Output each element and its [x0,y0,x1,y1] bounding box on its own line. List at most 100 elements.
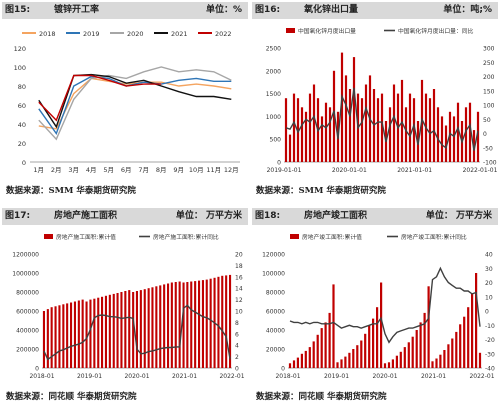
y-right-tick-label: 6 [235,331,239,338]
bar [124,291,127,368]
bar [143,289,146,368]
bar [132,292,135,368]
bar [463,316,466,368]
bar [448,111,452,162]
figure-unit: 单位： 万平方米 [425,211,492,221]
bar [439,354,442,368]
y-left-tick-label: 400000 [16,328,39,335]
bar [312,84,316,162]
bar [356,345,359,368]
x-tick-label: 6月 [121,166,132,174]
bar [435,358,438,368]
x-tick-label: 2018-01 [275,373,300,380]
y-tick-label: 60 [18,102,26,110]
bar [432,89,436,162]
series-line [38,74,162,122]
bar [292,93,296,162]
bar [182,282,185,368]
x-tick-label: 7月 [138,166,149,174]
bar [308,93,312,162]
y-right-tick-label: 250 [483,60,495,67]
figure-title: 氧化锌出口量 [304,5,359,15]
x-tick-label: 9月 [173,166,184,174]
bar [475,273,478,368]
y-right-tick-label: 20 [235,252,243,259]
y-left-tick-label: 40000 [266,328,285,335]
y-tick-label: 120 [14,45,26,53]
bar [85,301,88,368]
bar [316,334,319,369]
y-right-tick-label: 2 [235,354,239,361]
legend-label: 2018 [39,30,56,38]
figure-18-panel: 图18: 房地产竣工面积 单位： 万平方米 0 20000 40000 60000 80… [250,206,500,411]
bar [104,295,107,368]
figure-source: 数据来源：SMM 华泰期货研究院 [6,186,136,196]
y-right-tick-label: 40 [485,252,493,259]
figure-number: 图18: [255,211,281,221]
x-tick-label: 2021-01-01 [397,167,432,174]
bar [436,107,440,162]
bar [404,107,408,162]
y-right-tick-label: 12 [235,297,243,304]
bar [399,351,402,368]
bar [387,362,391,368]
bar [412,98,416,162]
y-right-tick-label: -50 [483,145,493,152]
figure-16-panel: 图16: 氧化锌出口量 单位：吨;% 0 500 1000 1500 2000 2500-… [250,0,500,205]
x-tick-label: 2022-01 [219,373,244,380]
bar [444,125,448,162]
x-tick-label: 3月 [68,166,79,174]
bar [300,107,304,162]
bar [428,98,432,162]
y-right-tick-label: -40 [485,366,495,373]
x-tick-label: 2019-01 [77,373,102,380]
y-left-tick-label: 500 [270,137,282,144]
figure-title: 房地产施工面积 [54,211,118,221]
bar [320,328,323,368]
bar [452,116,456,162]
figure-header: 图18: 房地产竣工面积 单位： 万平方米 [252,208,498,225]
bar [221,275,224,368]
bar [135,291,138,368]
figure-header: 图15: 镀锌开工率 单位：% [2,2,248,19]
bar [304,111,308,162]
y-tick-label: 80 [18,83,26,91]
bar [77,300,80,368]
x-tick-label: 1月 [33,166,44,174]
bar [455,331,458,368]
x-tick-label: 2018-01 [29,373,54,380]
y-left-tick-label: 600000 [16,309,39,316]
y-tick-label: 40 [18,121,26,129]
bar [392,84,396,162]
bar [320,116,324,162]
bar [167,283,170,368]
figure-title: 房地产竣工面积 [304,211,368,221]
bar [296,98,300,162]
figure-unit: 单位： 万平方米 [175,211,242,221]
y-left-tick-label: 20000 [266,347,285,354]
bar [89,299,92,368]
bar [376,98,380,162]
figure-unit: 单位：% [205,5,242,15]
x-tick-label: 2021-01 [172,373,197,380]
bar [419,322,422,368]
y-tick-label: 20 [18,140,26,148]
bar [217,276,220,368]
bar [372,318,375,368]
bar [344,75,348,162]
legend-label: 2020 [127,30,144,38]
y-right-tick-label: 0 [235,366,239,373]
bar [46,309,49,368]
y-tick-label: 0 [22,159,26,167]
y-left-tick-label: 2000 [266,68,281,75]
figure-unit: 单位：吨;% [443,5,492,15]
series-line [285,87,479,151]
bar [296,357,299,368]
figure-number: 图17: [5,211,31,221]
bar [407,342,410,368]
legend-label: 房地产施工面积:累计同比 [153,233,219,241]
bar [383,363,387,369]
bar [324,322,327,368]
bar [423,312,426,368]
